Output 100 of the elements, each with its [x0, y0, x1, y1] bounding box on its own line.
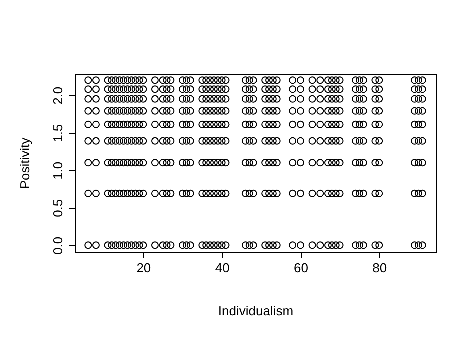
point — [186, 86, 194, 94]
point — [179, 137, 186, 145]
point — [151, 159, 159, 167]
point — [198, 159, 206, 167]
point — [159, 190, 167, 198]
point — [198, 95, 206, 103]
point — [84, 190, 92, 198]
point — [376, 95, 384, 103]
point — [376, 120, 384, 128]
point — [324, 242, 332, 250]
point — [360, 159, 368, 167]
point — [124, 86, 132, 94]
point — [182, 95, 190, 103]
point — [418, 159, 426, 167]
point — [186, 76, 194, 84]
point — [198, 190, 206, 198]
point — [411, 76, 419, 84]
point — [104, 159, 112, 167]
point — [108, 242, 116, 250]
point — [336, 190, 344, 198]
y-tick-label: 0.5 — [50, 199, 66, 218]
point — [132, 190, 140, 198]
point — [262, 107, 270, 115]
point — [316, 120, 324, 128]
point — [92, 95, 100, 103]
point — [332, 137, 340, 145]
point — [167, 76, 175, 84]
point — [242, 159, 250, 167]
point — [289, 95, 297, 103]
point — [116, 120, 124, 128]
point — [360, 76, 368, 84]
point — [242, 242, 250, 250]
point — [124, 137, 132, 145]
point — [332, 120, 340, 128]
point — [269, 242, 277, 250]
point — [336, 159, 344, 167]
point — [210, 190, 218, 198]
point — [246, 95, 254, 103]
point — [128, 137, 136, 145]
point — [140, 76, 148, 84]
y-tick-label: 1.0 — [50, 162, 66, 180]
point — [206, 242, 214, 250]
point — [136, 86, 144, 94]
point — [250, 159, 258, 167]
point — [376, 76, 384, 84]
point — [108, 95, 116, 103]
point — [356, 190, 364, 198]
point — [159, 242, 167, 250]
point — [206, 76, 214, 84]
point — [266, 190, 274, 198]
point — [112, 137, 120, 145]
point — [250, 107, 258, 115]
point — [328, 95, 336, 103]
point — [332, 95, 340, 103]
point — [186, 242, 194, 250]
point — [202, 242, 210, 250]
point — [356, 107, 364, 115]
point — [376, 107, 384, 115]
point — [84, 107, 92, 115]
point — [332, 107, 340, 115]
point — [120, 159, 128, 167]
point — [202, 95, 210, 103]
point — [414, 107, 422, 115]
point — [92, 107, 100, 115]
point — [414, 120, 422, 128]
point — [163, 159, 171, 167]
point — [336, 120, 344, 128]
point — [316, 190, 324, 198]
point — [332, 76, 340, 84]
point — [218, 242, 226, 250]
point — [128, 120, 136, 128]
point — [269, 159, 277, 167]
point — [246, 76, 254, 84]
point — [120, 242, 128, 250]
point — [418, 76, 426, 84]
point — [324, 86, 332, 94]
point — [356, 242, 364, 250]
point — [289, 137, 297, 145]
point — [262, 95, 270, 103]
point — [273, 95, 281, 103]
point — [250, 242, 258, 250]
point — [206, 190, 214, 198]
point — [296, 95, 304, 103]
point — [132, 159, 140, 167]
point — [206, 107, 214, 115]
point — [202, 137, 210, 145]
point — [372, 95, 380, 103]
point — [356, 159, 364, 167]
point — [242, 76, 250, 84]
point — [242, 137, 250, 145]
point — [414, 95, 422, 103]
point — [167, 159, 175, 167]
point — [163, 95, 171, 103]
point — [163, 190, 171, 198]
point — [132, 86, 140, 94]
point — [112, 242, 120, 250]
point — [128, 86, 136, 94]
point — [186, 107, 194, 115]
point — [179, 86, 186, 94]
point — [332, 190, 340, 198]
